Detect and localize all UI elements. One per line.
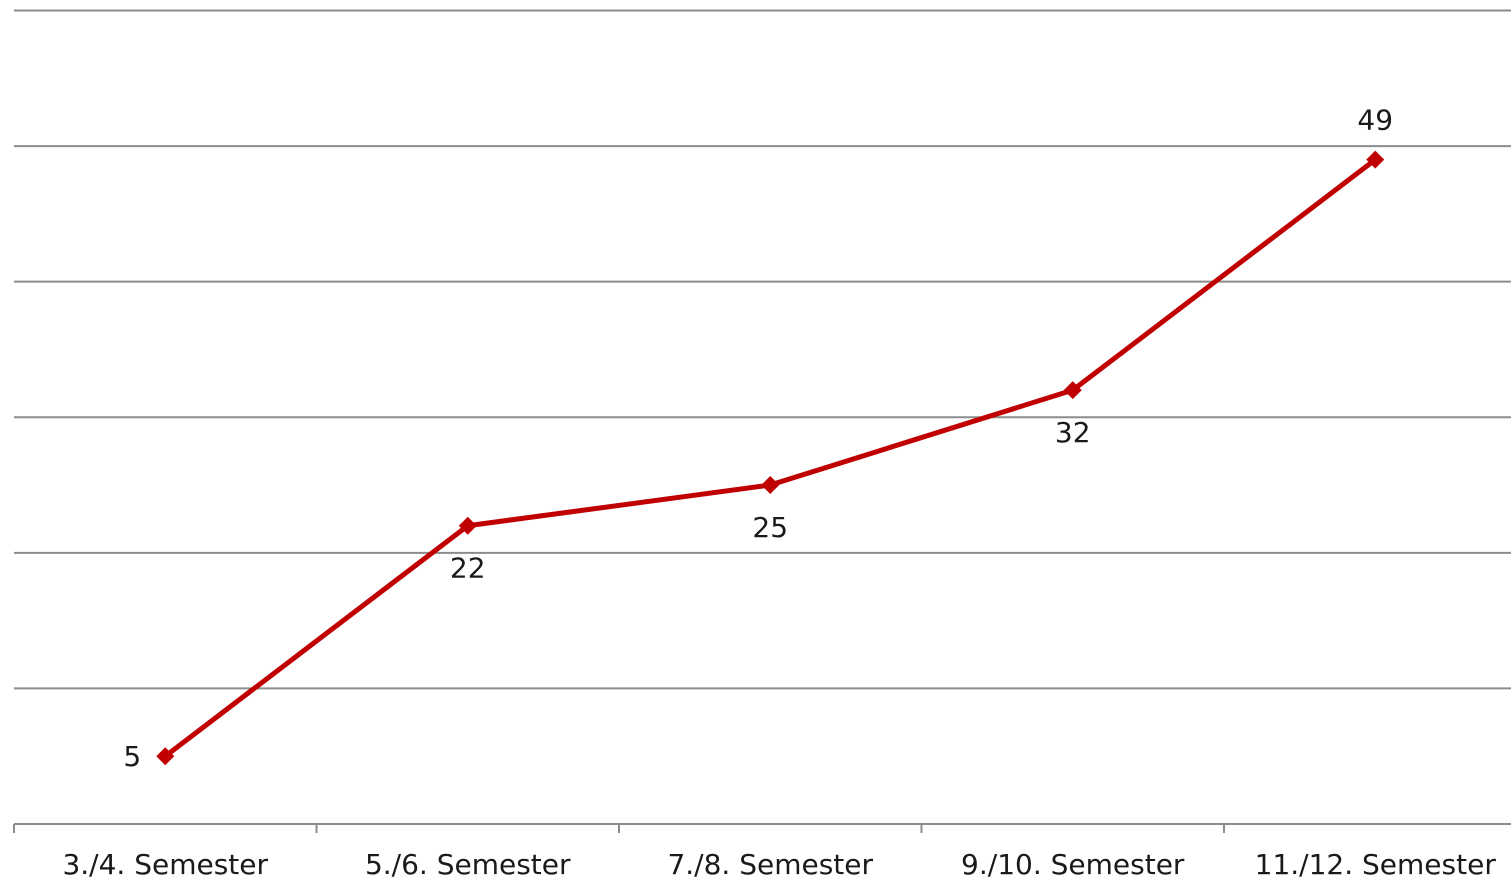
data-label: 32 <box>1055 416 1091 449</box>
data-label: 5 <box>123 740 141 773</box>
data-label: 25 <box>752 511 788 544</box>
x-tick-label: 7./8. Semester <box>667 848 873 881</box>
x-tick-label: 9./10. Semester <box>961 848 1185 881</box>
data-label: 49 <box>1357 104 1393 137</box>
x-tick-label: 5./6. Semester <box>365 848 571 881</box>
x-tick-label: 3./4. Semester <box>62 848 268 881</box>
x-tick-label: 11./12. Semester <box>1255 848 1497 881</box>
marker <box>458 516 477 535</box>
marker <box>761 476 780 495</box>
marker <box>156 747 175 766</box>
marker <box>1366 150 1385 169</box>
line <box>163 157 1377 759</box>
data-label: 22 <box>450 552 486 585</box>
marker <box>1063 381 1082 400</box>
